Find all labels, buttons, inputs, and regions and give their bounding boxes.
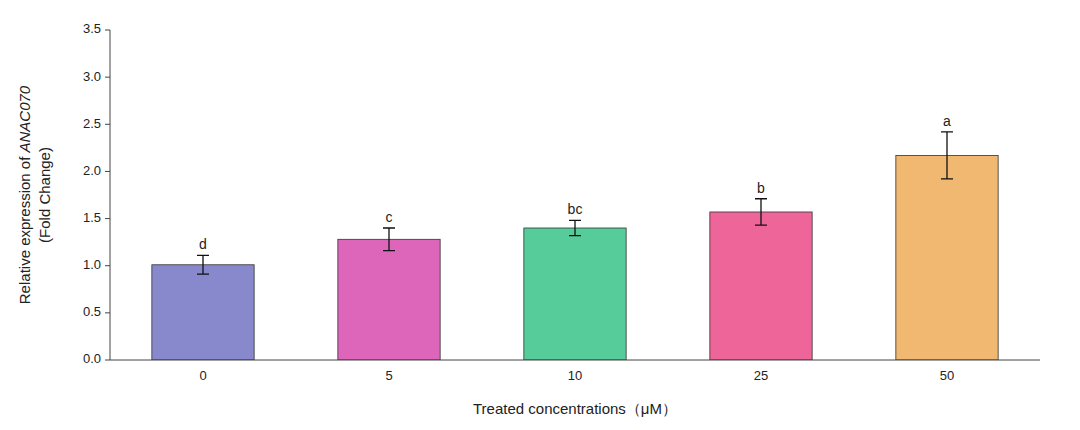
y-tick-label: 1.0: [83, 257, 101, 272]
y-tick: [105, 265, 110, 266]
bars: [152, 132, 998, 360]
chart: 0.0 0.5 1.0 1.5 2.0 2.5 3.0 3.5 d c bc b a 0 5 10 25 50 Tr…: [0, 0, 1080, 430]
annotation: a: [943, 113, 951, 129]
bar: [710, 212, 812, 360]
y-tick-label: 1.5: [83, 210, 101, 225]
y-tick: [105, 312, 110, 313]
annotation: d: [199, 236, 207, 252]
y-tick: [105, 124, 110, 125]
y-tick-label: 3.0: [83, 69, 101, 84]
annotation: bc: [568, 201, 583, 217]
x-tick-label: 5: [385, 368, 392, 383]
bar: [524, 228, 626, 360]
y-tick: [105, 171, 110, 172]
error-bar: [941, 132, 953, 179]
y-axis-line: [110, 30, 111, 360]
y-tick: [105, 360, 110, 361]
bar: [152, 265, 254, 360]
error-bar: [755, 199, 767, 225]
error-bar: [197, 255, 209, 274]
error-bar: [569, 220, 581, 235]
x-tick-label: 0: [199, 368, 206, 383]
x-axis-label: Treated concentrations（μM）: [473, 400, 677, 417]
y-tick: [105, 30, 110, 31]
x-tick-label: 25: [754, 368, 768, 383]
x-axis-line: [110, 360, 1040, 361]
y-tick: [105, 77, 110, 78]
chart-container: 0.0 0.5 1.0 1.5 2.0 2.5 3.0 3.5 d c bc b a 0 5 10 25 50 Tr…: [0, 0, 1080, 430]
y-tick-label: 0.0: [83, 351, 101, 366]
y-tick: [105, 218, 110, 219]
annotation: b: [757, 180, 765, 196]
bar: [896, 155, 998, 360]
annotation: c: [386, 209, 393, 225]
error-bar: [383, 228, 395, 251]
x-tick-label: 10: [568, 368, 582, 383]
bar: [338, 239, 440, 360]
y-tick-label: 2.0: [83, 163, 101, 178]
y-tick-label: 3.5: [83, 21, 101, 36]
y-axis: 0.0 0.5 1.0 1.5 2.0 2.5 3.0 3.5: [83, 21, 110, 366]
y-tick-label: 0.5: [83, 304, 101, 319]
y-axis-label: (Fold Change): [36, 147, 53, 243]
y-tick-label: 2.5: [83, 116, 101, 131]
x-tick-label: 50: [940, 368, 954, 383]
y-axis-label: Relative expression of ANAC070: [16, 85, 33, 304]
